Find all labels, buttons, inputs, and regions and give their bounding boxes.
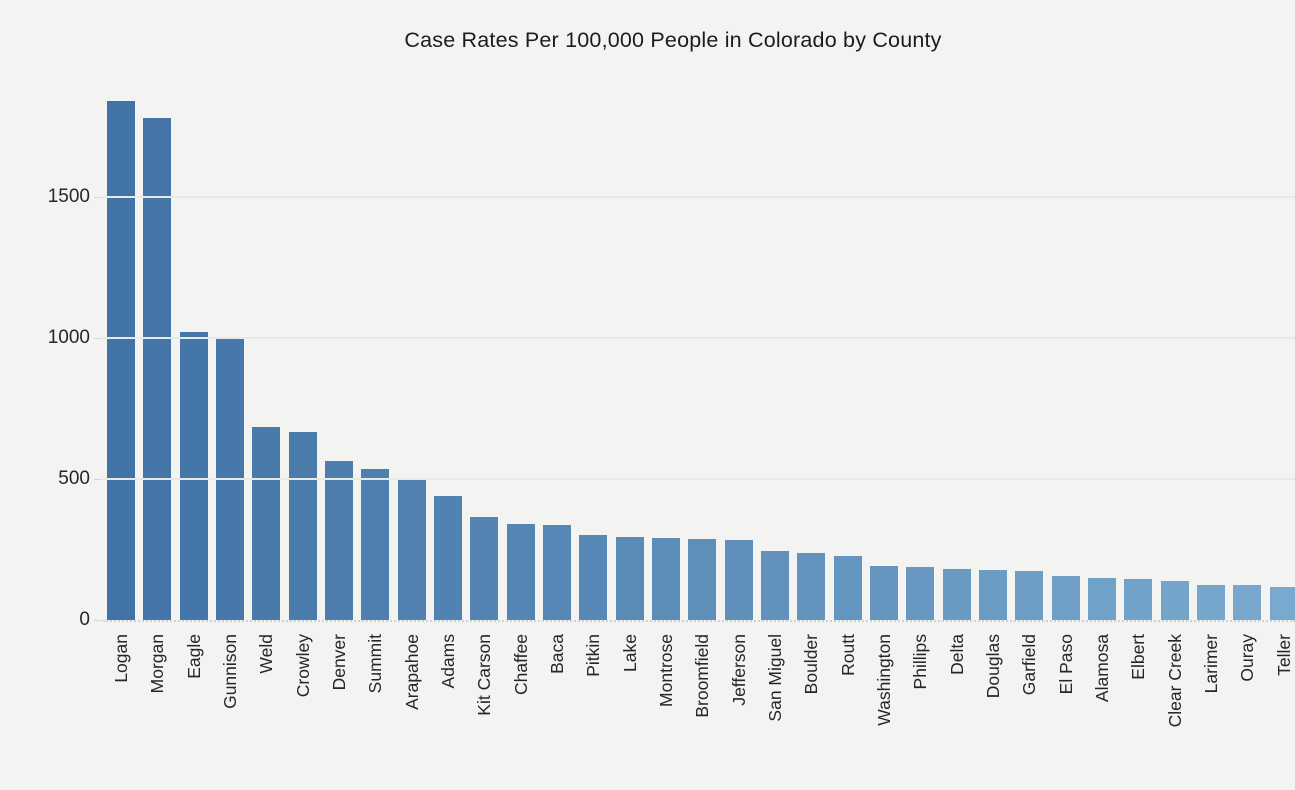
bar-delta: [943, 569, 971, 620]
x-axis-label-arapahoe: Arapahoe: [402, 634, 422, 710]
bar-douglas: [979, 570, 1007, 620]
chart-title: Case Rates Per 100,000 People in Colorad…: [404, 28, 942, 52]
bar-crowley: [289, 432, 317, 620]
bar-washington: [870, 566, 898, 620]
bar-morgan: [143, 118, 171, 620]
x-axis-label-teller: Teller: [1274, 634, 1294, 676]
bar-larimer: [1197, 585, 1225, 620]
bar-montrose: [652, 538, 680, 620]
x-axis-label-washington: Washington: [874, 634, 894, 726]
x-axis-label-broomfield: Broomfield: [692, 634, 712, 718]
x-axis-label-san-miguel: San Miguel: [765, 634, 785, 722]
x-axis-label-logan: Logan: [111, 634, 131, 683]
x-axis-label-gunnison: Gunnison: [220, 634, 240, 709]
y-tick-mark-500: [94, 479, 102, 480]
bar-garfield: [1015, 571, 1043, 620]
bar-pitkin: [579, 535, 607, 620]
x-axis-label-denver: Denver: [329, 634, 349, 691]
x-axis-label-routt: Routt: [838, 634, 858, 676]
x-axis-label-lake: Lake: [620, 634, 640, 672]
x-axis-label-summit: Summit: [365, 634, 385, 694]
y-axis-tick-label-500: 500: [58, 468, 90, 489]
y-tick-mark-0: [94, 620, 102, 621]
bar-chaffee: [507, 524, 535, 620]
y-tick-mark-1500: [94, 197, 102, 198]
x-axis-label-pitkin: Pitkin: [583, 634, 603, 677]
gridline-1500: [103, 196, 1295, 198]
x-axis-label-montrose: Montrose: [656, 634, 676, 707]
x-axis-label-garfield: Garfield: [1019, 634, 1039, 696]
gridline-500: [103, 478, 1295, 480]
bar-ouray: [1233, 585, 1261, 620]
bar-routt: [834, 556, 862, 620]
x-axis-label-delta: Delta: [947, 634, 967, 675]
x-axis-label-baca: Baca: [547, 634, 567, 674]
bar-denver: [325, 461, 353, 620]
bar-jefferson: [725, 540, 753, 620]
x-axis-label-weld: Weld: [256, 634, 276, 674]
x-axis-label-elbert: Elbert: [1128, 634, 1148, 680]
x-axis-label-clear-creek: Clear Creek: [1165, 634, 1185, 728]
x-axis-label-eagle: Eagle: [184, 634, 204, 679]
y-axis-tick-label-1000: 1000: [47, 327, 90, 348]
x-axis-label-phillips: Phillips: [910, 634, 930, 690]
bar-alamosa: [1088, 578, 1116, 620]
x-axis-label-boulder: Boulder: [801, 634, 821, 695]
gridline-1000: [103, 337, 1295, 339]
x-axis-label-ouray: Ouray: [1237, 634, 1257, 682]
y-axis-tick-label-0: 0: [79, 609, 90, 630]
bar-el-paso: [1052, 576, 1080, 620]
y-axis-tick-label-1500: 1500: [47, 186, 90, 207]
x-axis-label-douglas: Douglas: [983, 634, 1003, 699]
x-axis-label-adams: Adams: [438, 634, 458, 689]
x-axis-label-el-paso: El Paso: [1056, 634, 1076, 695]
x-axis-label-larimer: Larimer: [1201, 634, 1221, 694]
bar-summit: [361, 469, 389, 620]
bar-broomfield: [688, 539, 716, 620]
bar-adams: [434, 496, 462, 620]
bar-boulder: [797, 553, 825, 620]
y-tick-mark-1000: [94, 338, 102, 339]
bar-clear-creek: [1161, 581, 1189, 620]
x-axis-label-crowley: Crowley: [293, 634, 313, 698]
x-axis-label-chaffee: Chaffee: [511, 634, 531, 695]
x-axis-label-morgan: Morgan: [147, 634, 167, 694]
bar-weld: [252, 427, 280, 620]
bar-lake: [616, 537, 644, 620]
bar-kit-carson: [470, 517, 498, 620]
bar-arapahoe: [398, 478, 426, 620]
x-axis-label-jefferson: Jefferson: [729, 634, 749, 706]
bar-logan: [107, 101, 135, 620]
x-axis-label-kit-carson: Kit Carson: [474, 634, 494, 716]
bar-baca: [543, 525, 571, 620]
bar-teller: [1270, 587, 1295, 620]
bar-phillips: [906, 567, 934, 620]
bar-elbert: [1124, 579, 1152, 620]
bar-san-miguel: [761, 551, 789, 620]
bar-eagle: [180, 332, 208, 620]
x-axis-label-alamosa: Alamosa: [1092, 634, 1112, 703]
x-axis-baseline: [103, 620, 1295, 622]
